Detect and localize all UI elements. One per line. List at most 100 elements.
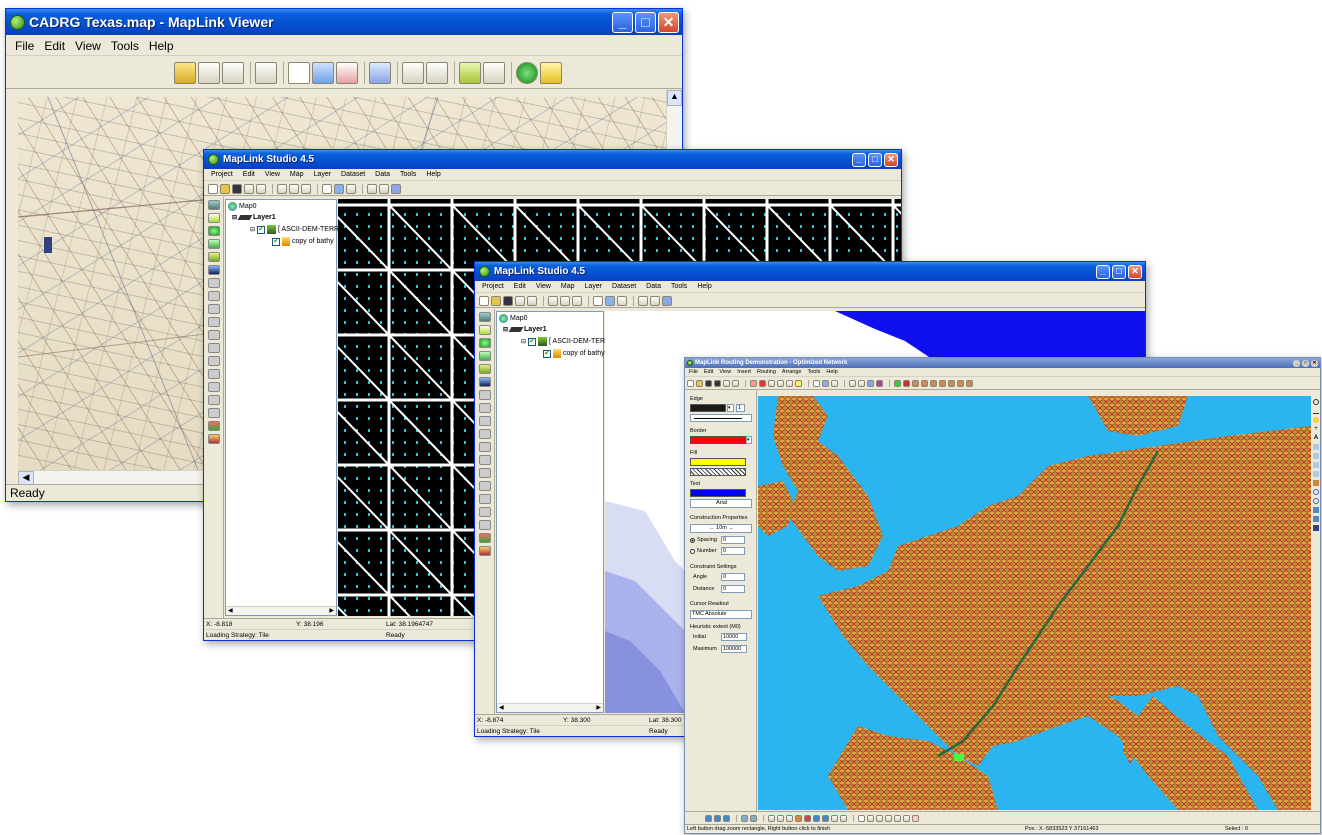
zoom-in-icon[interactable]	[849, 380, 856, 387]
tool-icon[interactable]	[478, 468, 491, 478]
no-zoom-icon[interactable]	[336, 61, 358, 84]
layers-icon[interactable]	[459, 61, 481, 84]
tool-icon[interactable]	[478, 533, 491, 543]
menu-routing[interactable]: Routing	[756, 369, 776, 375]
paste-icon[interactable]	[572, 295, 582, 306]
frame-tool-icon[interactable]	[885, 814, 892, 822]
item-checkbox[interactable]	[272, 236, 280, 246]
new-icon[interactable]	[208, 183, 218, 194]
tool-icon[interactable]	[207, 356, 220, 366]
open-icon[interactable]	[696, 380, 703, 387]
number-radio[interactable]	[690, 549, 695, 554]
close-button[interactable]: ✕	[1128, 264, 1142, 279]
tree-item-node[interactable]: copy of bathy	[272, 236, 334, 246]
menu-tools[interactable]: Tools	[670, 283, 688, 290]
zoom-in-icon[interactable]	[367, 183, 377, 194]
align-tool-icon[interactable]	[822, 814, 829, 822]
tool-icon[interactable]	[207, 408, 220, 418]
tool-icon[interactable]	[207, 421, 220, 431]
target-tool-icon[interactable]	[1313, 498, 1319, 504]
cut-icon[interactable]	[768, 380, 775, 387]
fill-pattern-swatch[interactable]	[690, 468, 746, 476]
copy-icon[interactable]	[255, 61, 277, 84]
pan-icon[interactable]	[334, 183, 344, 194]
tool-icon[interactable]	[478, 377, 491, 387]
tool-icon[interactable]	[207, 213, 220, 223]
tree-map-node[interactable]: Map0	[499, 314, 528, 323]
save-icon[interactable]	[705, 380, 712, 387]
fit-icon[interactable]	[867, 380, 874, 387]
spacing-radio[interactable]	[690, 538, 695, 543]
menu-insert[interactable]: Insert	[737, 369, 751, 375]
route-tool-icon[interactable]	[957, 380, 964, 387]
menu-file[interactable]: File	[689, 369, 698, 375]
tool-icon[interactable]	[478, 481, 491, 491]
shape-tool-icon[interactable]	[1313, 399, 1319, 405]
print-preview-icon[interactable]	[222, 61, 244, 84]
menu-project[interactable]: Project	[211, 171, 233, 178]
delete-icon[interactable]	[759, 380, 766, 387]
zoom-icon[interactable]	[322, 183, 332, 194]
route-tool-icon[interactable]	[1313, 453, 1319, 459]
tool-icon[interactable]	[478, 325, 491, 335]
print-icon[interactable]	[723, 380, 730, 387]
menu-data[interactable]: Data	[375, 171, 390, 178]
tool-icon[interactable]	[207, 265, 220, 275]
open-icon[interactable]	[174, 61, 196, 84]
fill-color-swatch[interactable]	[690, 458, 746, 466]
tool-icon[interactable]	[478, 338, 491, 348]
maximum-field[interactable]: 100000	[721, 645, 747, 653]
help-icon[interactable]	[795, 380, 802, 387]
tool-icon[interactable]	[207, 317, 220, 327]
copy-icon[interactable]	[289, 183, 299, 194]
tool-icon[interactable]	[478, 520, 491, 530]
zoom-out-icon[interactable]	[426, 61, 448, 84]
tree-dataset-node[interactable]: ⊟ [ ASCII-DEM-TERR	[521, 336, 610, 346]
item-checkbox[interactable]	[543, 348, 551, 358]
maximize-button[interactable]: □	[635, 11, 656, 33]
tree-map-node[interactable]: Map0	[228, 202, 257, 211]
close-button[interactable]: ✕	[1311, 359, 1318, 367]
text-font-field[interactable]: Arial	[690, 499, 752, 508]
routing-title-bar[interactable]: MapLink Routing Demonstration - Optimize…	[685, 358, 1320, 368]
route-tool-icon[interactable]	[1313, 444, 1319, 450]
new-icon[interactable]	[687, 380, 694, 387]
menu-arrange[interactable]: Arrange	[781, 369, 802, 375]
frame-tool-icon[interactable]	[858, 814, 865, 822]
zoom-icon[interactable]	[288, 61, 310, 84]
arrange-tool-icon[interactable]	[741, 814, 748, 822]
edge-color-swatch[interactable]	[690, 404, 726, 412]
distance-field[interactable]: 0	[721, 585, 745, 593]
tool-icon[interactable]	[478, 507, 491, 517]
studio1-title-bar[interactable]: MapLink Studio 4.5 _ □ ✕	[204, 150, 901, 169]
route-end-icon[interactable]	[903, 380, 910, 387]
minimize-button[interactable]: _	[1293, 359, 1300, 367]
options-icon[interactable]	[516, 61, 538, 84]
angle-field[interactable]: 0	[721, 573, 745, 581]
menu-layer[interactable]: Layer	[313, 171, 332, 178]
align-tool-icon[interactable]	[840, 814, 847, 822]
menu-help[interactable]: Help	[826, 369, 838, 375]
tool-icon[interactable]	[207, 226, 220, 236]
route-tool-icon[interactable]	[912, 380, 919, 387]
open-icon[interactable]	[491, 295, 501, 306]
menu-data[interactable]: Data	[646, 283, 661, 290]
menu-file[interactable]: File	[15, 38, 35, 53]
line-tool-icon[interactable]	[1313, 408, 1319, 414]
target-tool-icon[interactable]	[1313, 489, 1319, 495]
save-icon[interactable]	[503, 295, 513, 306]
tool-icon[interactable]	[478, 429, 491, 439]
minimize-button[interactable]: _	[612, 11, 633, 33]
close-button[interactable]: ✕	[884, 152, 898, 167]
menu-view[interactable]: View	[264, 171, 280, 178]
tool-icon[interactable]	[207, 395, 220, 405]
tool-icon[interactable]	[478, 390, 491, 400]
initial-field[interactable]: 10000	[721, 633, 747, 641]
layer-tool-icon[interactable]	[1313, 507, 1319, 513]
pan-icon[interactable]	[605, 295, 615, 306]
border-color-swatch[interactable]	[690, 436, 746, 444]
print-preview-icon[interactable]	[244, 183, 254, 194]
dataset-checkbox[interactable]	[528, 336, 537, 346]
print-icon[interactable]	[256, 183, 266, 194]
pan-icon[interactable]	[312, 61, 334, 84]
